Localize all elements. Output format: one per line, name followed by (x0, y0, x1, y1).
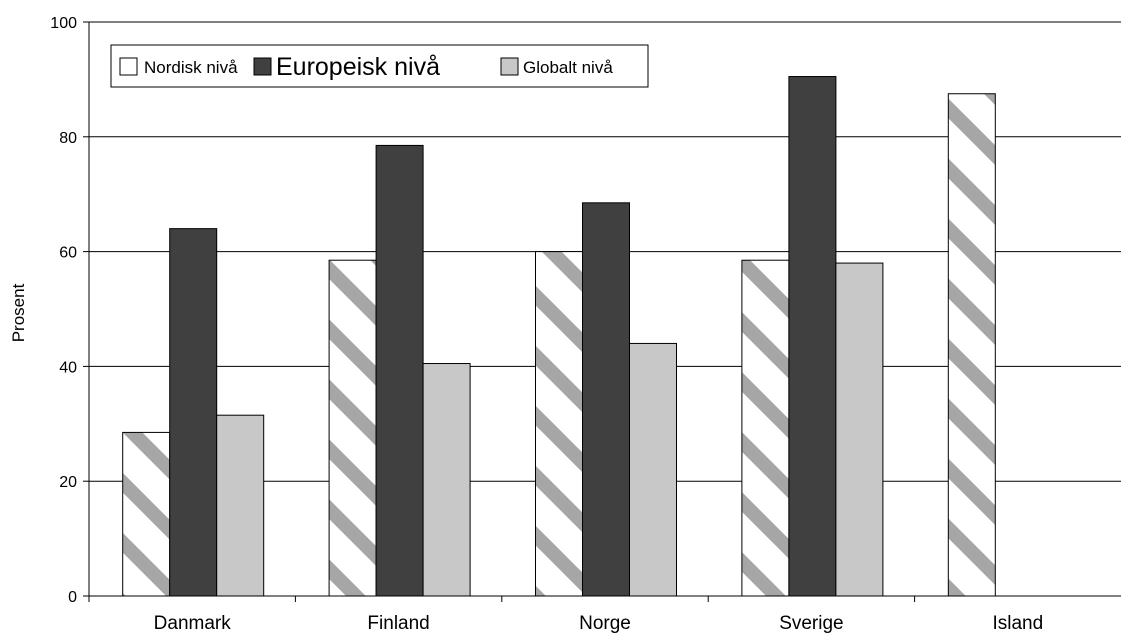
bar-europeisk-norge (582, 202, 630, 597)
y-tick-label: 20 (59, 474, 77, 491)
x-tick-label: Island (992, 613, 1043, 634)
y-tick-label: 100 (50, 15, 77, 32)
legend: Nordisk nivå Europeisk nivå Globalt nivå (110, 44, 649, 88)
bar-globalt-norge (629, 342, 677, 597)
bar-nordisk-norge (535, 251, 583, 597)
bar-nordisk-island (947, 93, 996, 597)
bar-nordisk-finland (328, 259, 377, 597)
tick-labels: 0 20 40 60 80 100 Danmark Finland Norge Sverige Is… (50, 15, 1043, 634)
bar-europeisk-danmark (169, 228, 218, 597)
legend-swatch-europeisk (253, 57, 272, 76)
bars (122, 76, 996, 597)
bar-globalt-finland (422, 363, 471, 597)
y-axis-label: Prosent (9, 283, 28, 342)
y-tick-label: 0 (68, 589, 77, 606)
y-tick-label: 60 (59, 245, 77, 262)
bar-globalt-sverige (835, 262, 884, 597)
legend-swatch-nordisk (119, 57, 138, 76)
x-tick-label: Finland (367, 613, 429, 634)
bar-nordisk-sverige (741, 259, 790, 597)
legend-label: Globalt nivå (523, 58, 613, 77)
bar-europeisk-sverige (788, 76, 837, 597)
axes (83, 21, 1121, 602)
x-tick-label: Sverige (779, 613, 843, 634)
y-tick-label: 80 (59, 130, 77, 147)
bar-globalt-danmark (216, 414, 265, 597)
legend-box (110, 44, 649, 88)
y-tick-label: 40 (59, 359, 77, 376)
x-tick-label: Norge (579, 613, 631, 634)
x-tick-label: Danmark (154, 613, 232, 634)
bar-europeisk-finland (375, 144, 424, 597)
bar-nordisk-danmark (122, 431, 171, 597)
legend-label: Europeisk nivå (276, 53, 440, 81)
legend-swatch-globalt (500, 57, 519, 76)
legend-label: Nordisk nivå (144, 58, 238, 77)
